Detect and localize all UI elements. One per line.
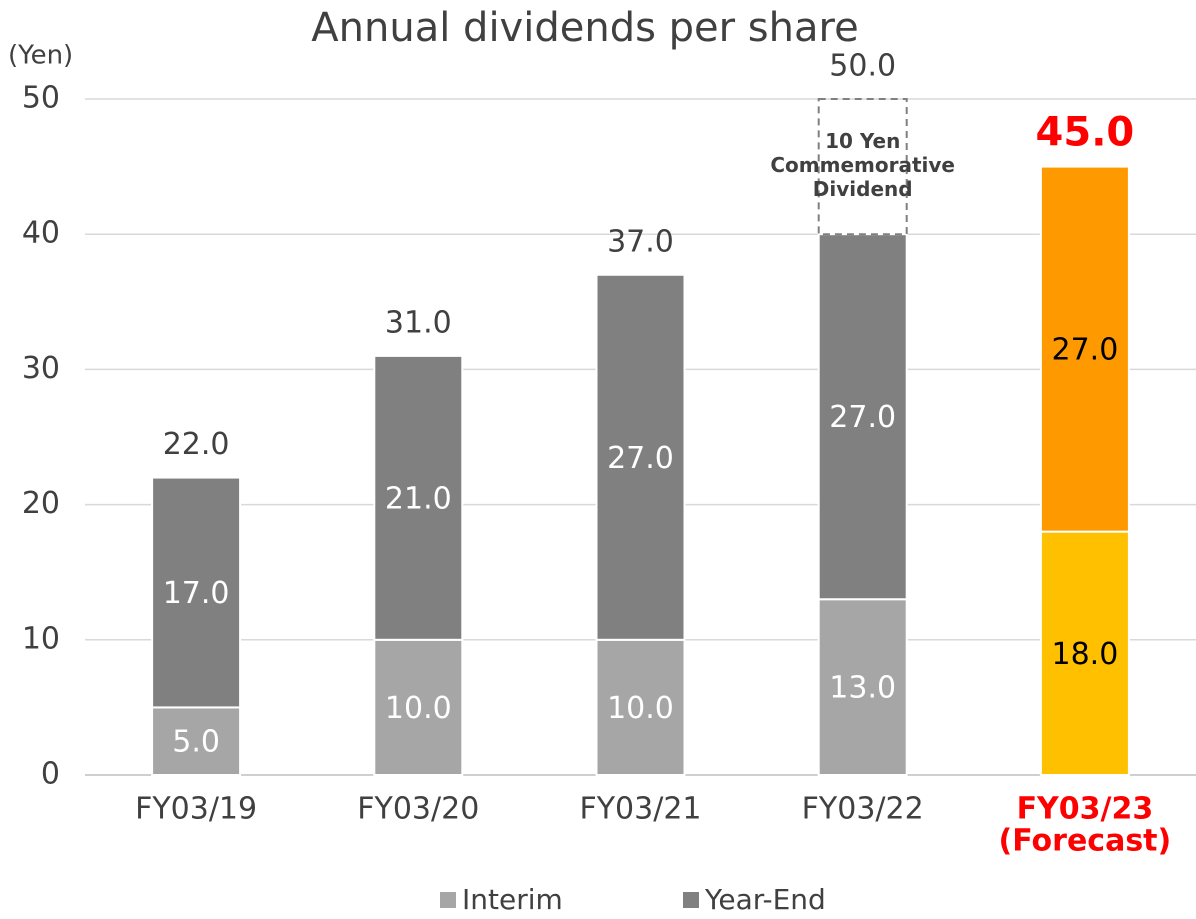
total-label: 37.0 — [607, 224, 674, 259]
total-label: 31.0 — [385, 305, 452, 340]
bar-segment — [595, 273, 686, 641]
y-axis-label: (Yen) — [8, 41, 73, 71]
commemorative-label: 10 Yen — [825, 129, 900, 153]
bar-segment — [817, 598, 908, 776]
x-tick-label: FY03/21 — [579, 792, 701, 827]
y-tick-label: 50 — [22, 81, 60, 116]
x-tick-label: FY03/19 — [135, 792, 257, 827]
y-tick-label: 20 — [22, 486, 60, 521]
bar-segment — [1039, 530, 1130, 777]
chart-title: Annual dividends per share — [311, 5, 858, 51]
segment-label: 27.0 — [607, 441, 674, 476]
x-tick-label: FY03/23 — [1017, 792, 1154, 827]
segment-label: 21.0 — [385, 481, 452, 516]
legend-swatch — [683, 892, 699, 908]
total-label: 45.0 — [1036, 110, 1135, 156]
segment-label: 13.0 — [829, 671, 896, 706]
segment-label: 27.0 — [1052, 333, 1119, 368]
segment-label: 10.0 — [607, 691, 674, 726]
x-tick-label: FY03/22 — [802, 792, 924, 827]
segment-label: 5.0 — [172, 725, 220, 760]
y-tick-label: 10 — [22, 621, 60, 656]
bar-segment — [373, 638, 464, 776]
y-tick-label: 0 — [41, 757, 60, 792]
commemorative-box — [817, 98, 908, 236]
bar-segment — [817, 233, 908, 601]
segment-label: 27.0 — [829, 400, 896, 435]
commemorative-label: Commemorative — [770, 153, 955, 177]
commemorative-label: Dividend — [813, 177, 913, 201]
bar-segment — [151, 706, 242, 777]
segment-label: 17.0 — [163, 576, 230, 611]
x-tick-label: FY03/20 — [357, 792, 479, 827]
x-tick-note: (Forecast) — [999, 824, 1172, 859]
total-label: 50.0 — [829, 49, 896, 84]
legend-label: Year-End — [704, 883, 826, 916]
y-tick-label: 30 — [22, 351, 60, 386]
legend-swatch — [440, 892, 456, 908]
segment-label: 18.0 — [1052, 637, 1119, 672]
bar-segment — [595, 638, 686, 776]
total-label: 22.0 — [163, 427, 230, 462]
bar-segment — [151, 476, 242, 709]
segment-label: 10.0 — [385, 691, 452, 726]
bar-segment — [373, 354, 464, 641]
y-tick-label: 40 — [22, 216, 60, 251]
bar-segment — [1039, 165, 1130, 533]
legend-label: Interim — [462, 883, 563, 916]
